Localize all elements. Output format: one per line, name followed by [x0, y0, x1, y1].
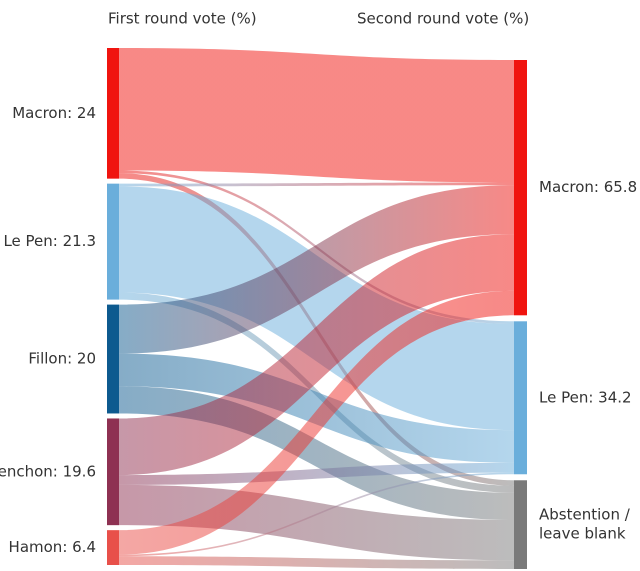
- right-node: [514, 480, 527, 569]
- right-label: Le Pen: 34.2: [539, 388, 632, 406]
- left-label: Macron: 24: [12, 104, 96, 122]
- left-label: Fillon: 20: [28, 350, 96, 368]
- flow: [119, 556, 514, 569]
- left-node: [107, 304, 119, 414]
- flow: [119, 484, 514, 561]
- flow: [119, 186, 514, 431]
- left-node: [107, 530, 119, 565]
- left-label: Melenchon: 19.6: [0, 462, 96, 480]
- left-label: Hamon: 6.4: [9, 538, 96, 556]
- left-node: [107, 418, 119, 526]
- right-node: [514, 60, 527, 316]
- flow: [119, 462, 514, 485]
- flow: [119, 182, 514, 187]
- flow: [119, 234, 514, 476]
- links: [119, 48, 514, 569]
- left-title: First round vote (%): [108, 10, 257, 28]
- right-label: Abstention /: [539, 506, 631, 524]
- flow: [119, 290, 514, 555]
- right-label: Macron: 65.8: [539, 178, 637, 196]
- left-label: Le Pen: 21.3: [3, 232, 96, 250]
- right-label: leave blank: [539, 525, 626, 543]
- right-node: [514, 321, 527, 475]
- right-title: Second round vote (%): [357, 10, 529, 28]
- left-node: [107, 183, 119, 300]
- flow: [119, 185, 514, 354]
- flow: [119, 48, 514, 183]
- flow: [119, 353, 514, 463]
- left-node: [107, 48, 119, 179]
- flow: [119, 472, 514, 557]
